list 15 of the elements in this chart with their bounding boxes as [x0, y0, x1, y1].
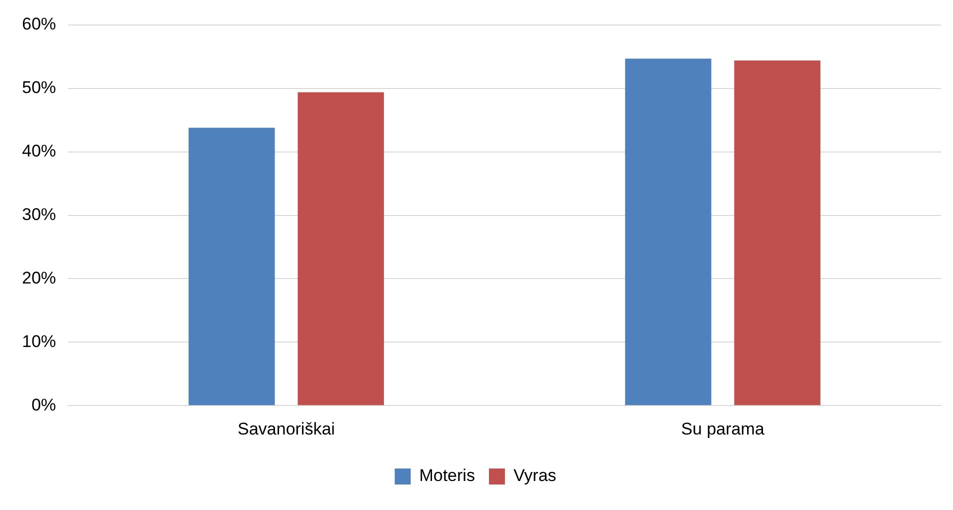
- y-tick-label: 40%: [22, 142, 56, 161]
- y-tick-label: 10%: [22, 332, 56, 351]
- legend-label: Vyras: [513, 466, 556, 486]
- bar: [734, 60, 820, 406]
- bar: [625, 58, 712, 406]
- bar: [298, 92, 384, 406]
- y-tick-label: 30%: [22, 204, 56, 224]
- y-tick-label: 0%: [31, 395, 56, 414]
- x-tick-label: Su parama: [681, 419, 765, 438]
- y-tick-label: 50%: [22, 78, 56, 98]
- y-tick-label: 60%: [22, 14, 56, 34]
- bar: [188, 128, 275, 406]
- x-tick-label: Savanoriškai: [238, 419, 335, 438]
- legend-label: Moteris: [419, 466, 475, 486]
- y-tick-label: 20%: [22, 268, 56, 288]
